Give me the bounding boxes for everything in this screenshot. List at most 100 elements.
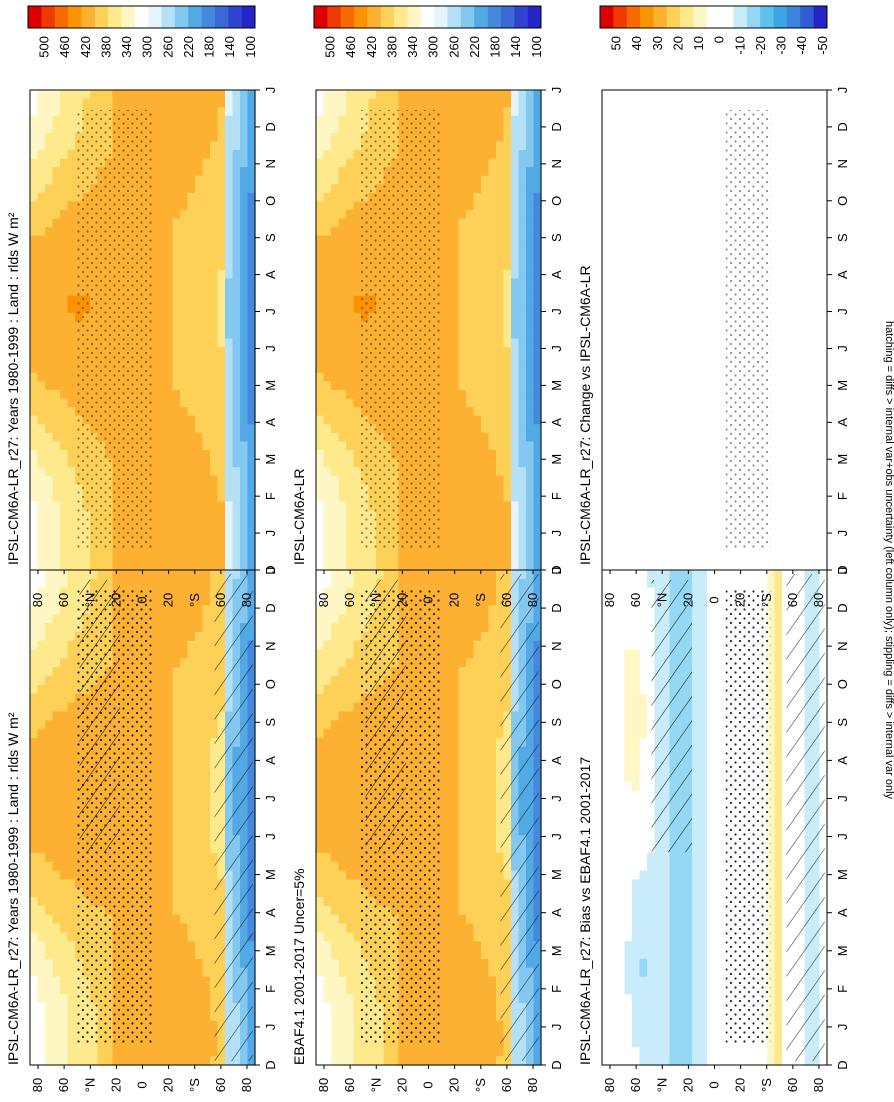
- heatmap-cell: [60, 527, 69, 537]
- heatmap-cell: [353, 578, 362, 589]
- heatmap-cell: [37, 261, 46, 271]
- heatmap-cell: [150, 870, 159, 880]
- heatmap-cell: [331, 773, 340, 783]
- heatmap-cell: [458, 720, 467, 730]
- heatmap-cell: [157, 544, 166, 554]
- heatmap-cell: [150, 667, 159, 677]
- heatmap-cell: [150, 773, 159, 783]
- heatmap-cell: [331, 967, 340, 978]
- heatmap-cell: [195, 631, 204, 642]
- heatmap-cell: [172, 578, 181, 589]
- heatmap-cell: [481, 1029, 490, 1040]
- heatmap-cell: [323, 844, 332, 854]
- heatmap-cell: [105, 98, 114, 108]
- heatmap-cell: [30, 561, 39, 571]
- heatmap-cell: [443, 897, 452, 907]
- heatmap-cell: [172, 958, 181, 969]
- heatmap-cell: [37, 295, 46, 305]
- heatmap-cell: [421, 578, 430, 589]
- heatmap-cell: [75, 561, 84, 571]
- heatmap-cell: [195, 976, 204, 987]
- heatmap-cell: [180, 826, 189, 836]
- heatmap-cell: [82, 1056, 91, 1066]
- heatmap-cell: [240, 424, 249, 434]
- heatmap-cell: [338, 570, 347, 580]
- heatmap-cell: [67, 985, 76, 995]
- heatmap-cell: [473, 799, 482, 810]
- heatmap-cell: [45, 737, 54, 748]
- heatmap-cell: [496, 1047, 505, 1057]
- heatmap-cell: [323, 782, 332, 792]
- heatmap-cell: [247, 424, 256, 434]
- hatching-region: [79, 580, 120, 853]
- heatmap-cell: [195, 720, 204, 730]
- heatmap-cell: [225, 107, 234, 117]
- heatmap-cell: [210, 658, 219, 668]
- heatmap-cell: [180, 1011, 189, 1022]
- heatmap-cell: [496, 1029, 505, 1040]
- heatmap-cell: [165, 835, 174, 845]
- heatmap-cell: [458, 764, 467, 774]
- heatmap-cell: [195, 950, 204, 960]
- heatmap-cell: [105, 1056, 114, 1066]
- heatmap-cell: [202, 852, 211, 863]
- heatmap-cell: [316, 914, 325, 925]
- heatmap-cell: [202, 631, 211, 642]
- heatmap-cell: [150, 790, 159, 801]
- heatmap-cell: [443, 888, 452, 898]
- heatmap-cell: [157, 905, 166, 916]
- heatmap-cell: [331, 888, 340, 898]
- heatmap-cell: [150, 950, 159, 960]
- heatmap-cell: [481, 870, 490, 880]
- heatmap-cell: [331, 587, 340, 598]
- heatmap-cell: [30, 570, 39, 580]
- heatmap-cell: [52, 729, 61, 739]
- heatmap-cell: [247, 175, 256, 185]
- heatmap-cell: [331, 817, 340, 827]
- heatmap-cell: [496, 570, 505, 580]
- heatmap-cell: [30, 278, 39, 288]
- heatmap-cell: [316, 623, 325, 633]
- heatmap-cell: [67, 467, 76, 477]
- heatmap-cell: [240, 330, 249, 340]
- heatmap-cell: [67, 98, 76, 108]
- heatmap-cell: [60, 450, 69, 460]
- heatmap-cell: [165, 355, 174, 365]
- heatmap-cell: [45, 835, 54, 845]
- heatmap-cell: [323, 958, 332, 969]
- heatmap-cell: [346, 808, 355, 819]
- heatmap-cell: [187, 141, 196, 151]
- heatmap-cell: [496, 587, 505, 598]
- heatmap-cell: [481, 605, 490, 615]
- heatmap-cell: [187, 897, 196, 907]
- heatmap-cell: [436, 764, 445, 774]
- heatmap-cell: [473, 711, 482, 721]
- heatmap-cell: [210, 364, 219, 374]
- heatmap-cell: [67, 667, 76, 677]
- heatmap-cell: [180, 252, 189, 263]
- heatmap-cell: [157, 826, 166, 836]
- heatmap-cell: [488, 826, 497, 836]
- heatmap-cell: [37, 278, 46, 288]
- heatmap-cell: [30, 614, 39, 624]
- heatmap-cell: [202, 467, 211, 477]
- heatmap-cell: [232, 90, 241, 100]
- heatmap-cell: [150, 218, 159, 228]
- heatmap-cell: [247, 338, 256, 348]
- heatmap-cell: [443, 1011, 452, 1022]
- heatmap-cell: [247, 475, 256, 485]
- heatmap-cell: [150, 861, 159, 872]
- heatmap-cell: [240, 441, 249, 451]
- heatmap-cell: [75, 570, 84, 580]
- heatmap-cell: [172, 1020, 181, 1031]
- heatmap-cell: [232, 381, 241, 391]
- heatmap-cell: [67, 338, 76, 348]
- heatmap-cell: [127, 561, 136, 571]
- heatmap-cell: [202, 261, 211, 271]
- heatmap-cell: [165, 1029, 174, 1040]
- heatmap-cell: [338, 587, 347, 598]
- heatmap-cell: [187, 1029, 196, 1040]
- heatmap-cell: [187, 330, 196, 340]
- heatmap-cell: [225, 458, 234, 468]
- heatmap-cell: [481, 897, 490, 907]
